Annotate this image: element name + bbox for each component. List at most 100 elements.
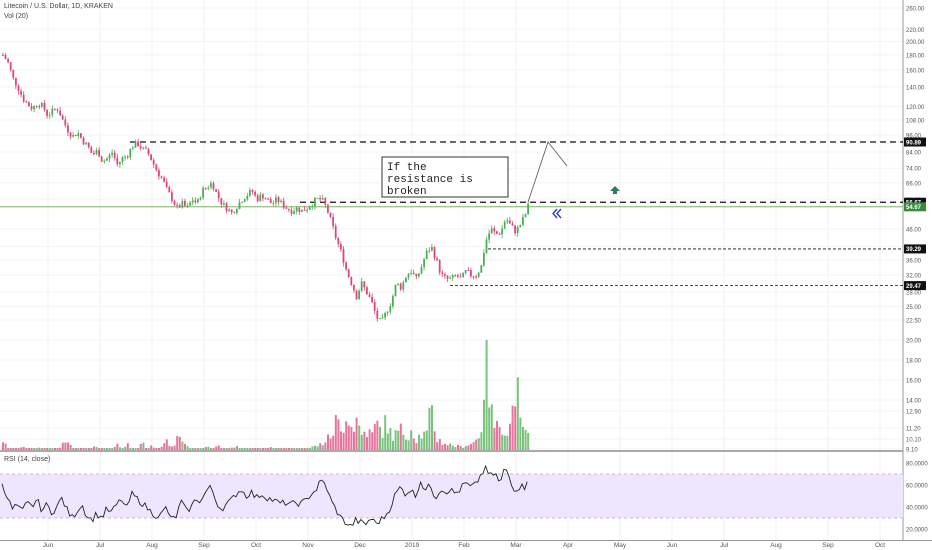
candle-body — [464, 270, 467, 273]
time-tick-label: Apr — [563, 542, 574, 549]
candle-body — [264, 198, 267, 200]
volume-bar — [360, 434, 363, 450]
volume-bar — [98, 448, 101, 450]
volume-bar — [366, 437, 368, 450]
volume-bar — [103, 448, 106, 450]
volume-bar — [353, 431, 355, 450]
candle-body — [176, 204, 178, 206]
volume-bar — [80, 448, 82, 450]
candle-body — [269, 198, 272, 204]
candle-body — [496, 231, 498, 234]
volume-bar — [85, 448, 88, 450]
volume-bar — [54, 448, 56, 450]
volume-bar — [298, 448, 301, 450]
volume-bar — [355, 417, 358, 450]
candle-body — [280, 200, 282, 203]
volume-bar — [454, 447, 457, 450]
time-tick-label: Nov — [302, 542, 314, 549]
candle-body — [350, 277, 353, 285]
candle-body — [178, 205, 181, 208]
volume-bar — [12, 448, 15, 450]
candle-body — [59, 110, 61, 116]
candle-body — [150, 154, 152, 161]
volume-bar — [2, 442, 4, 450]
candle-body — [246, 195, 249, 200]
volume-bar — [108, 448, 111, 450]
volume-bar — [111, 448, 114, 450]
candle-body — [488, 233, 490, 240]
candle-body — [324, 198, 327, 205]
candle-body — [436, 258, 438, 261]
candle-body — [386, 311, 389, 313]
candle-body — [85, 142, 87, 145]
candle-body — [100, 156, 103, 162]
volume-bar — [241, 448, 244, 450]
volume-bar — [524, 429, 527, 450]
candle-body — [368, 294, 371, 297]
volume-bar — [176, 436, 179, 450]
volume-bar — [301, 448, 303, 450]
double-chevron-left-icon[interactable] — [552, 208, 562, 219]
volume-bar — [280, 448, 283, 450]
candle-body — [106, 158, 108, 161]
volume-bar — [189, 448, 192, 450]
candle-body — [225, 203, 228, 211]
up-arrow-icon[interactable] — [610, 186, 620, 194]
volume-bar — [41, 448, 43, 450]
candle-body — [204, 187, 207, 189]
volume-bar — [217, 445, 220, 450]
volume-bar — [134, 448, 137, 450]
volume-bar — [503, 435, 506, 450]
candle-body — [20, 90, 22, 95]
candle-body — [293, 211, 295, 214]
candle-body — [431, 247, 433, 251]
candle-body — [217, 191, 220, 199]
volume-bar — [467, 445, 470, 450]
annotation-box[interactable]: If the resistance is broken — [381, 156, 509, 198]
candle-body — [483, 252, 485, 266]
volume-bar — [152, 447, 155, 450]
price-tick-label: 12.90 — [906, 410, 922, 416]
volume-bar — [147, 448, 150, 450]
candle-body — [301, 209, 303, 212]
volume-bar — [522, 426, 524, 450]
candle-body — [74, 134, 77, 137]
volume-bar — [433, 431, 436, 450]
annotation-line-1: If the — [387, 162, 427, 174]
volume-bar — [451, 445, 454, 450]
candle-body — [215, 189, 217, 192]
candle-body — [28, 102, 30, 107]
candle-body — [38, 106, 41, 108]
volume-bar — [30, 448, 33, 450]
price-tick-label: 9.10 — [906, 448, 918, 454]
candle-body — [256, 195, 259, 202]
volume-bar — [498, 427, 501, 450]
candle-body — [288, 208, 290, 211]
time-tick-label: May — [614, 542, 627, 549]
candle-body — [168, 186, 171, 193]
candle-body — [423, 259, 425, 268]
volume-bar — [90, 448, 93, 450]
candle-body — [236, 209, 238, 214]
candle-body — [319, 197, 321, 200]
volume-bar — [407, 440, 410, 450]
candle-body — [54, 108, 56, 110]
volume-bar — [61, 442, 64, 450]
candle-body — [410, 273, 412, 275]
price-tick-label: 36.00 — [906, 259, 922, 265]
volume-bar — [249, 448, 251, 450]
candle-body — [524, 214, 527, 217]
volume-bar — [293, 448, 296, 450]
volume-bar — [67, 442, 69, 450]
volume-bar — [519, 417, 522, 450]
candle-body — [470, 270, 472, 277]
time-tick-label: Jun — [43, 542, 54, 549]
volume-bar — [173, 445, 176, 450]
volume-bar — [485, 340, 488, 450]
candle-body — [238, 202, 241, 210]
time-tick-label: Jun — [667, 542, 678, 549]
volume-bar — [402, 434, 405, 450]
volume-bar — [59, 447, 62, 450]
volume-bar — [171, 446, 173, 450]
